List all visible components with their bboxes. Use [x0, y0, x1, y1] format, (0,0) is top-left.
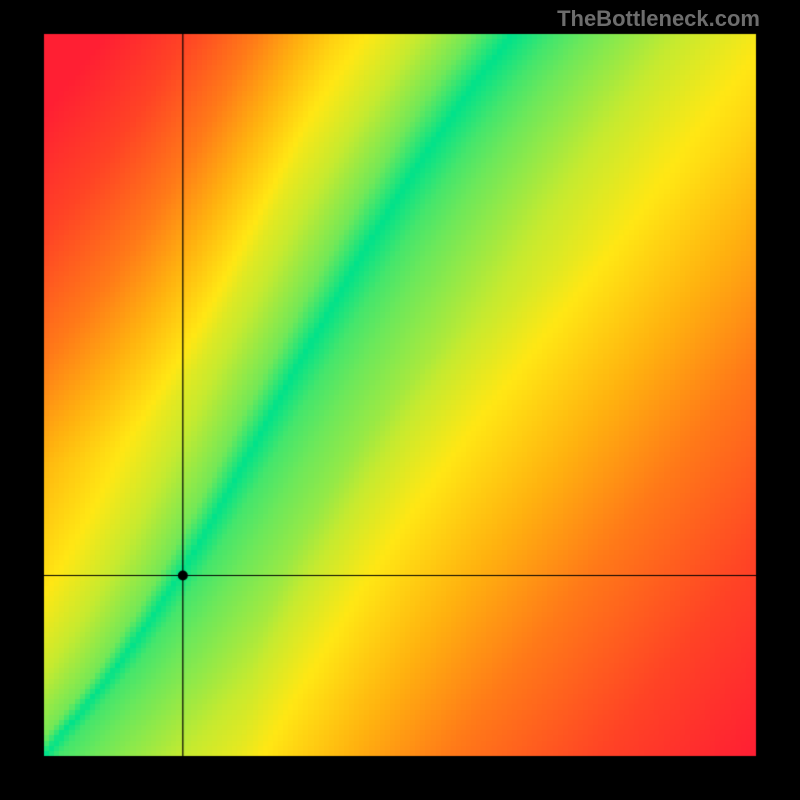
watermark-text: TheBottleneck.com — [557, 6, 760, 32]
chart-container: TheBottleneck.com — [0, 0, 800, 800]
bottleneck-heatmap — [0, 0, 800, 800]
